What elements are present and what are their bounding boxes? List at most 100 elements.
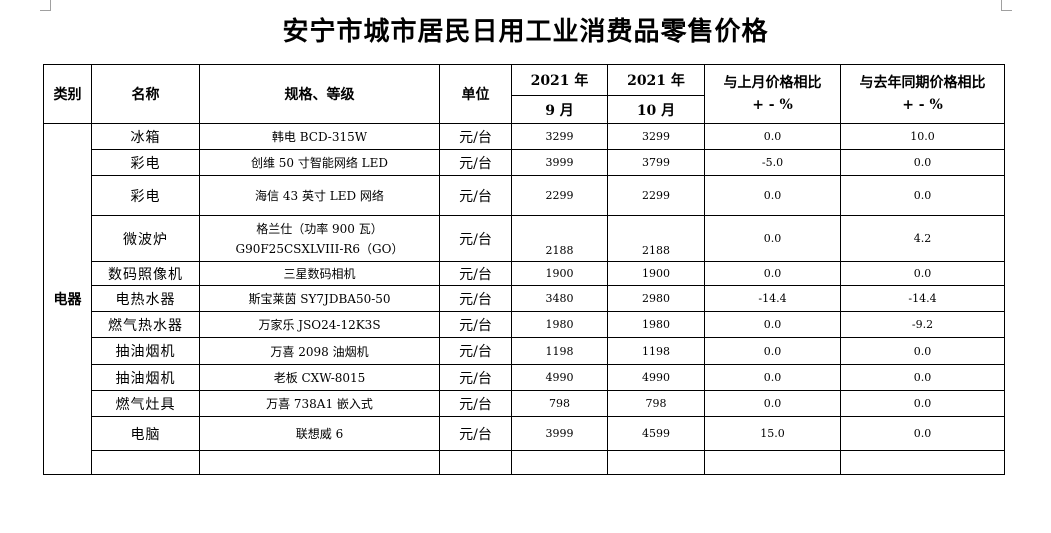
header-yoy-line2: + - % — [902, 97, 943, 113]
table-row: 彩电 海信 43 英寸 LED 网络 元/台 2299 2299 0.0 0.0 — [44, 175, 1005, 216]
item-spec-line2: G90F25CSXLVIII-R6（GO） — [235, 241, 404, 256]
change-mom: 15.0 — [704, 416, 841, 451]
price-cur: 2188 — [607, 215, 705, 262]
table-row: 抽油烟机 老板 CXW-8015 元/台 4990 4990 0.0 0.0 — [44, 364, 1005, 391]
item-spec: 三星数码相机 — [199, 261, 440, 286]
empty-cell — [199, 450, 440, 475]
price-cur: 3299 — [607, 123, 705, 150]
price-prev: 1980 — [511, 311, 608, 338]
table-row: 电热水器 斯宝莱茵 SY7JDBA50-50 元/台 3480 2980 -14… — [44, 285, 1005, 312]
item-unit: 元/台 — [439, 416, 512, 451]
item-unit: 元/台 — [439, 285, 512, 312]
item-name: 冰箱 — [91, 123, 200, 150]
item-name: 燃气灶具 — [91, 390, 200, 417]
table-row: 电器 冰箱 韩电 BCD-315W 元/台 3299 3299 0.0 10.0 — [43, 123, 1005, 475]
change-mom: 0.0 — [704, 364, 841, 391]
header-prev-month: 9 月 — [511, 95, 608, 124]
empty-cell — [91, 450, 200, 475]
change-yoy: 10.0 — [840, 123, 1005, 150]
change-mom: 0.0 — [704, 123, 841, 150]
page-title: 安宁市城市居民日用工业消费品零售价格 — [282, 17, 769, 47]
item-unit: 元/台 — [439, 123, 512, 150]
change-yoy: 0.0 — [840, 390, 1005, 417]
change-mom: 0.0 — [704, 337, 841, 365]
change-mom: 0.0 — [704, 390, 841, 417]
item-spec: 万喜 2098 油烟机 — [199, 337, 440, 365]
item-name: 燃气热水器 — [91, 311, 200, 338]
table-row-empty — [44, 450, 1005, 475]
empty-cell — [511, 450, 608, 475]
item-unit: 元/台 — [439, 215, 512, 262]
change-mom: 0.0 — [704, 311, 841, 338]
change-yoy: 4.2 — [840, 215, 1005, 262]
price-cur: 3799 — [607, 149, 705, 176]
item-name: 抽油烟机 — [91, 364, 200, 391]
item-name: 彩电 — [91, 175, 200, 216]
item-spec: 老板 CXW-8015 — [199, 364, 440, 391]
table-row: 微波炉 格兰仕（功率 900 瓦） G90F25CSXLVIII-R6（GO） … — [44, 215, 1005, 262]
item-spec: 格兰仕（功率 900 瓦） G90F25CSXLVIII-R6（GO） — [199, 215, 440, 262]
change-mom: 0.0 — [704, 261, 841, 286]
item-unit: 元/台 — [439, 175, 512, 216]
item-spec: 斯宝莱茵 SY7JDBA50-50 — [199, 285, 440, 312]
change-yoy: 0.0 — [840, 149, 1005, 176]
item-name: 彩电 — [91, 149, 200, 176]
item-name: 电脑 — [91, 416, 200, 451]
change-yoy: -14.4 — [840, 285, 1005, 312]
price-cur: 1900 — [607, 261, 705, 286]
price-prev: 3299 — [511, 123, 608, 150]
header-name: 名称 — [91, 64, 200, 124]
change-yoy: -9.2 — [840, 311, 1005, 338]
table-row: 彩电 创维 50 寸智能网络 LED 元/台 3999 3799 -5.0 0.… — [44, 149, 1005, 176]
header-cur-month: 10 月 — [607, 95, 705, 124]
price-prev: 1900 — [511, 261, 608, 286]
price-prev: 1198 — [511, 337, 608, 365]
item-unit: 元/台 — [439, 390, 512, 417]
empty-cell — [840, 450, 1005, 475]
empty-cell — [607, 450, 705, 475]
item-name: 抽油烟机 — [91, 337, 200, 365]
header-spec: 规格、等级 — [199, 64, 440, 124]
price-prev: 3999 — [511, 149, 608, 176]
header-yoy-line1: 与去年同期价格相比 — [859, 75, 986, 91]
price-cur: 1198 — [607, 337, 705, 365]
item-spec: 万家乐 JSO24-12K3S — [199, 311, 440, 338]
change-yoy: 0.0 — [840, 364, 1005, 391]
change-mom: 0.0 — [704, 175, 841, 216]
price-cur: 2299 — [607, 175, 705, 216]
change-yoy: 0.0 — [840, 261, 1005, 286]
header-month-row: 9 月 10 月 — [44, 95, 1005, 124]
price-prev: 3999 — [511, 416, 608, 451]
table-row: 电脑 联想威 6 元/台 3999 4599 15.0 0.0 — [44, 416, 1005, 451]
item-spec: 万喜 738A1 嵌入式 — [199, 390, 440, 417]
item-name: 微波炉 — [91, 215, 200, 262]
price-cur: 2980 — [607, 285, 705, 312]
header-row: 类别 名称 规格、等级 单位 2021 年 2021 年 与上月价格相比 + -… — [43, 64, 1005, 124]
table-row: 燃气热水器 万家乐 JSO24-12K3S 元/台 1980 1980 0.0 … — [44, 311, 1005, 338]
header-unit: 单位 — [439, 64, 512, 124]
header-category: 类别 — [43, 64, 92, 124]
margin-corner-mark-left — [40, 0, 51, 11]
price-cur: 4599 — [607, 416, 705, 451]
price-cur: 1980 — [607, 311, 705, 338]
change-yoy: 0.0 — [840, 416, 1005, 451]
price-prev: 798 — [511, 390, 608, 417]
item-name: 数码照像机 — [91, 261, 200, 286]
price-cur: 798 — [607, 390, 705, 417]
empty-cell — [439, 450, 512, 475]
item-unit: 元/台 — [439, 364, 512, 391]
price-prev: 3480 — [511, 285, 608, 312]
price-prev: 4990 — [511, 364, 608, 391]
item-spec: 韩电 BCD-315W — [199, 123, 440, 150]
item-unit: 元/台 — [439, 337, 512, 365]
item-unit: 元/台 — [439, 311, 512, 338]
item-spec: 创维 50 寸智能网络 LED — [199, 149, 440, 176]
item-spec-line1: 格兰仕（功率 900 瓦） — [256, 221, 383, 236]
table-row: 数码照像机 三星数码相机 元/台 1900 1900 0.0 0.0 — [44, 261, 1005, 286]
change-mom: -14.4 — [704, 285, 841, 312]
item-unit: 元/台 — [439, 261, 512, 286]
price-cur: 4990 — [607, 364, 705, 391]
change-mom: -5.0 — [704, 149, 841, 176]
table-row: 抽油烟机 万喜 2098 油烟机 元/台 1198 1198 0.0 0.0 — [44, 337, 1005, 365]
price-prev: 2188 — [511, 215, 608, 262]
